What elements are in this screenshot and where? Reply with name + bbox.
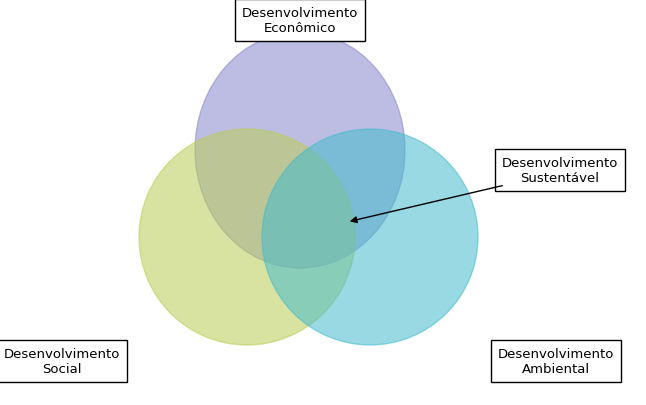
Ellipse shape <box>195 33 405 269</box>
Text: Desenvolvimento
Econômico: Desenvolvimento Econômico <box>242 7 358 35</box>
Text: Desenvolvimento
Ambiental: Desenvolvimento Ambiental <box>498 347 614 375</box>
Ellipse shape <box>139 130 355 345</box>
Ellipse shape <box>262 130 478 345</box>
Text: Desenvolvimento
Social: Desenvolvimento Social <box>4 347 120 375</box>
Text: Desenvolvimento
Sustentável: Desenvolvimento Sustentável <box>502 157 618 185</box>
